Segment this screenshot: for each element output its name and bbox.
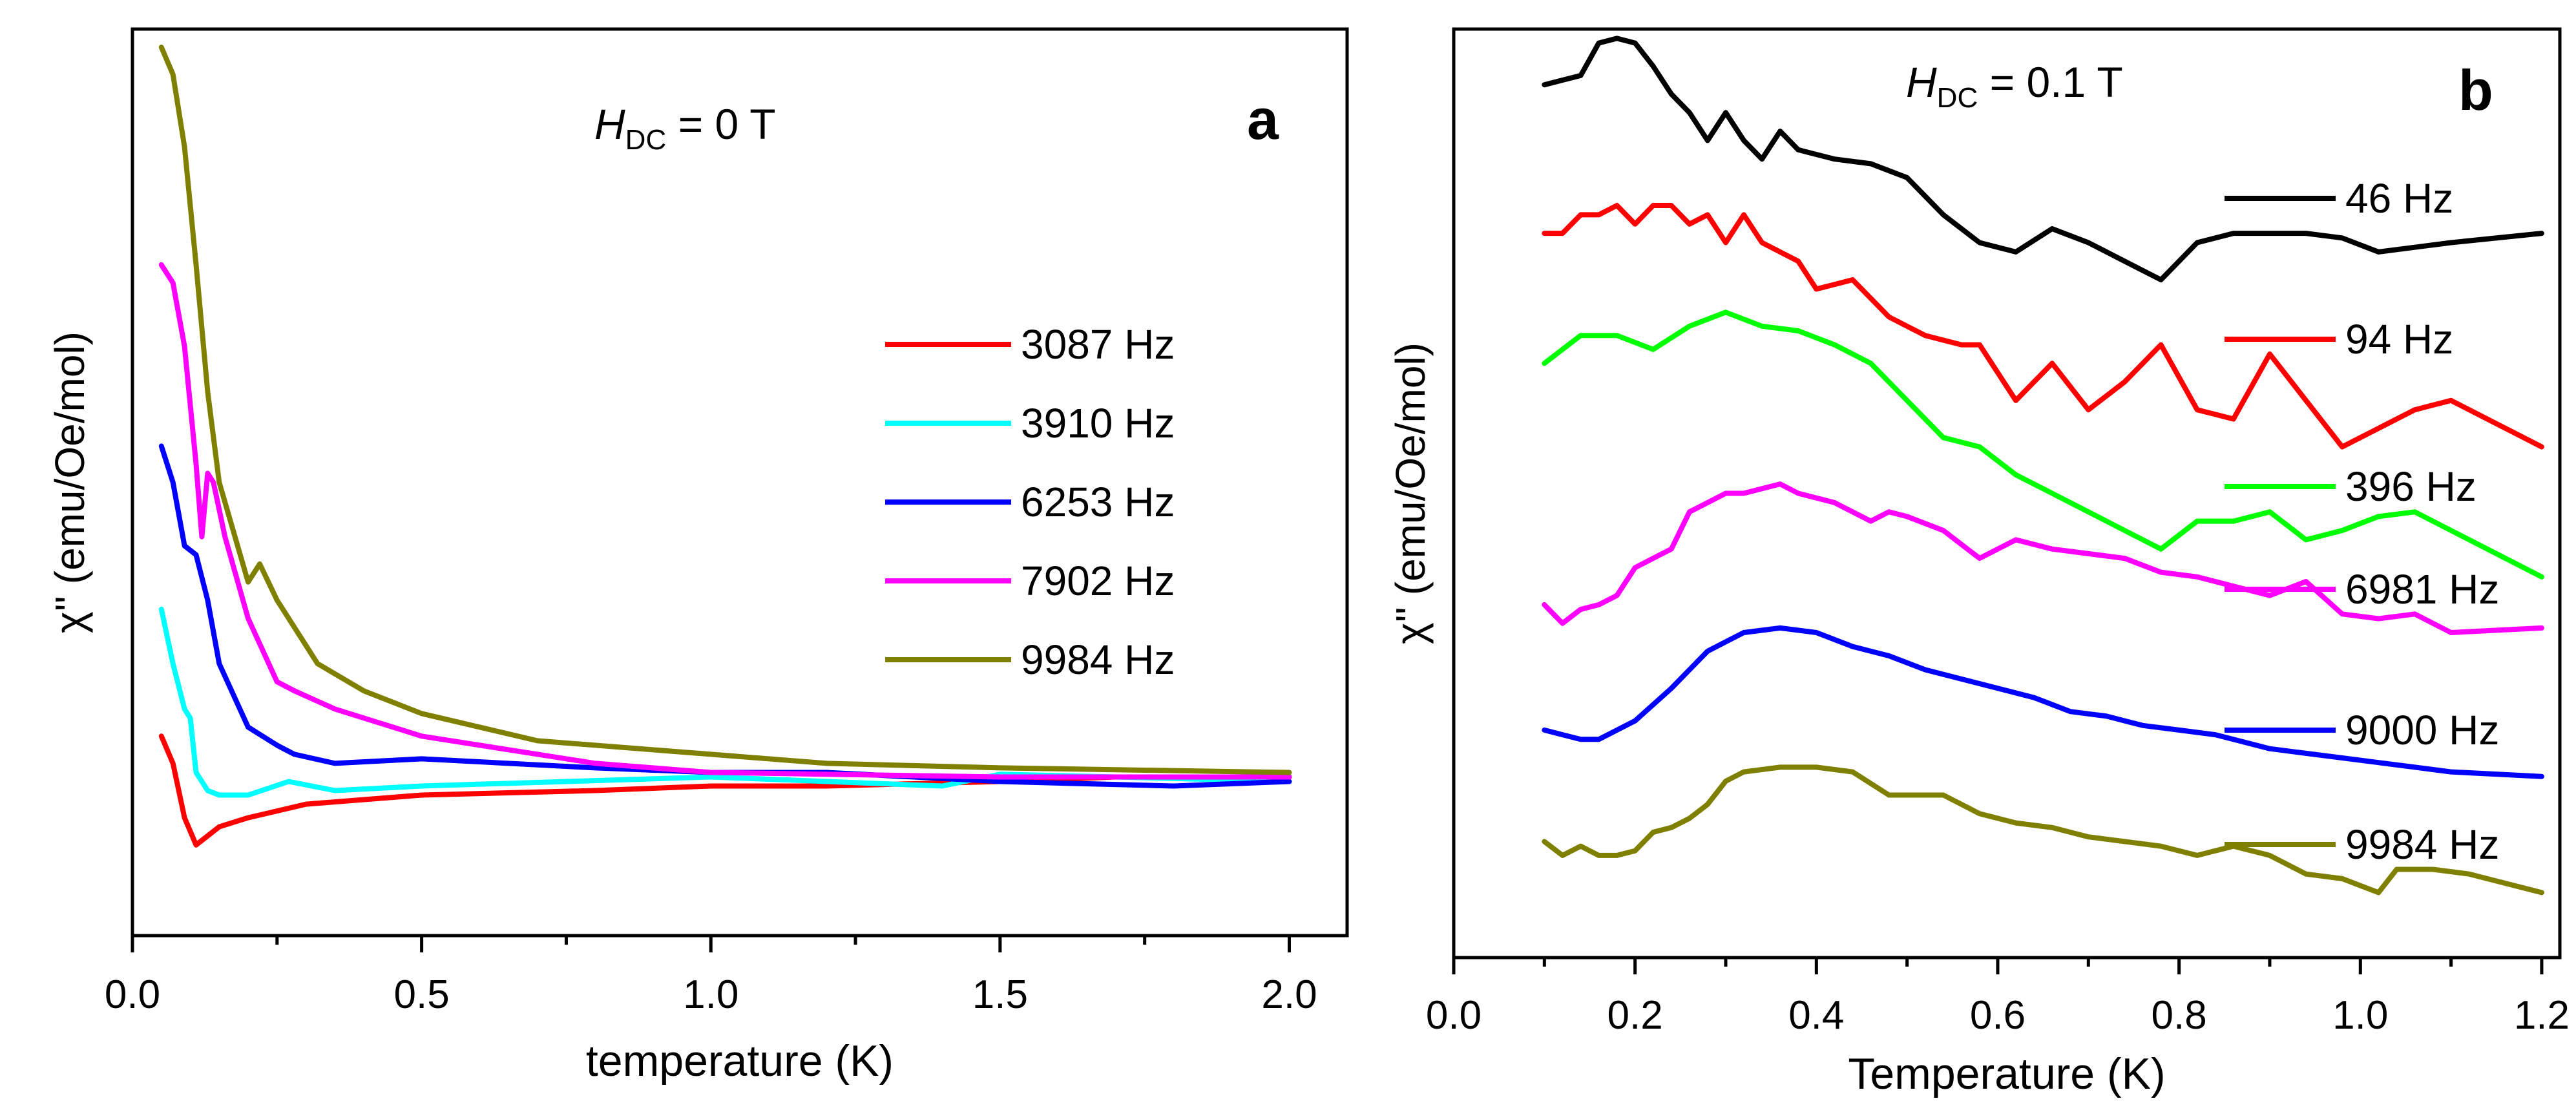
- legend-label: 6981 Hz: [2345, 566, 2499, 613]
- x-tick-label: 1.5: [972, 972, 1028, 1017]
- legend-label: 9000 Hz: [2345, 707, 2499, 753]
- series-line-396-hz: [1542, 309, 2544, 580]
- x-tick-label: 0.8: [2152, 993, 2207, 1038]
- series-line-94-hz: [1542, 203, 2544, 450]
- field-symbol: H: [1906, 58, 1937, 106]
- field-subscript: DC: [1937, 82, 1978, 114]
- x-tick-label: 0.4: [1788, 993, 1844, 1038]
- field-annotation: HDC = 0 T: [594, 100, 776, 156]
- legend-label: 94 Hz: [2345, 316, 2453, 362]
- legend-label: 46 Hz: [2345, 175, 2453, 222]
- panel-label: a: [1247, 87, 1279, 151]
- legend-label: 9984 Hz: [1021, 636, 1175, 683]
- x-tick-label: 0.0: [1426, 993, 1482, 1038]
- series-line-9000-hz: [1542, 625, 2544, 779]
- x-tick-label: 0.2: [1607, 993, 1663, 1038]
- legend-label: 396 Hz: [2345, 463, 2477, 510]
- field-symbol: H: [594, 100, 625, 148]
- series-line-3087-hz: [158, 733, 1292, 848]
- panel-b: 0.0 0.2 0.4 0.6 0.8 1.0 1.2 Temperature (K) χ'' …: [1387, 27, 2570, 1098]
- legend-label: 3087 Hz: [1021, 321, 1175, 368]
- series-line-7902-hz: [158, 262, 1292, 780]
- field-value: = 0.1 T: [1978, 58, 2122, 106]
- panel-label: b: [2458, 58, 2493, 122]
- x-axis-label: Temperature (K): [1848, 1049, 2165, 1098]
- x-tick-label: 1.0: [683, 972, 738, 1017]
- field-value: = 0 T: [666, 100, 775, 148]
- legend-label: 6253 Hz: [1021, 479, 1175, 525]
- panel-a: 0.0 0.5 1.0 1.5 2.0 temperature (K) χ'' (emu/O…: [47, 27, 1349, 1086]
- field-subscript: DC: [625, 124, 667, 156]
- y-axis-label: χ'' (emu/Oe/mol): [47, 331, 93, 633]
- x-tick-label: 2.0: [1261, 972, 1317, 1017]
- x-axis-label: temperature (K): [586, 1036, 894, 1086]
- y-axis-label: χ'' (emu/Oe/mol): [1387, 342, 1434, 644]
- plot-frame: [1452, 27, 2562, 960]
- plot-frame: [131, 27, 1349, 938]
- field-annotation: HDC = 0.1 T: [1906, 58, 2123, 114]
- legend-label: 3910 Hz: [1021, 400, 1175, 446]
- series-line-9984-hz: [158, 45, 1292, 775]
- series-line-9984-hz: [1542, 764, 2544, 896]
- x-tick-label: 0.0: [105, 972, 160, 1017]
- x-tick-label: 0.5: [394, 972, 450, 1017]
- legend-label: 9984 Hz: [2345, 821, 2499, 868]
- legend-label: 7902 Hz: [1021, 558, 1175, 604]
- x-tick-label: 0.6: [1970, 993, 2026, 1038]
- x-tick-label: 1.0: [2332, 993, 2388, 1038]
- x-tick-label: 1.2: [2514, 993, 2570, 1038]
- series-line-46-hz: [1542, 36, 2544, 282]
